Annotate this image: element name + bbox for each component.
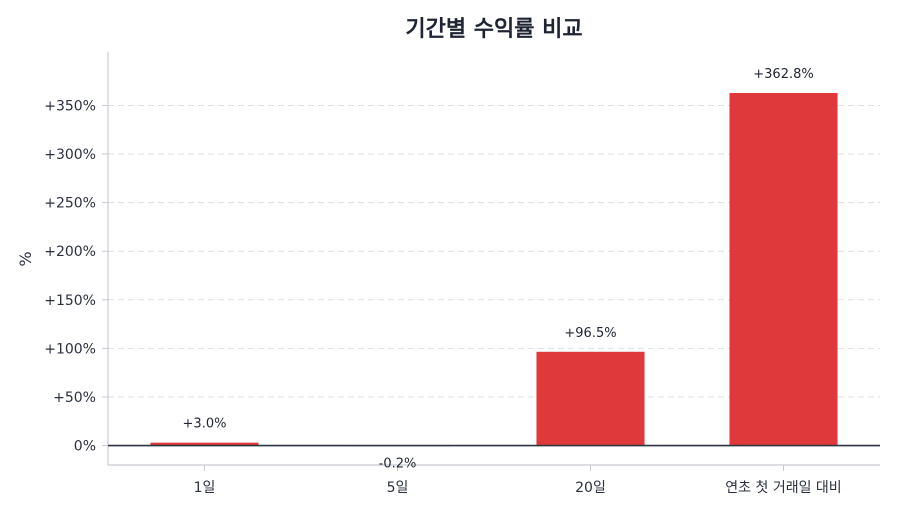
bar <box>150 442 259 446</box>
x-tick-label: 5일 <box>387 480 409 496</box>
data-labels: +3.0% -0.2% +96.5% +362.8% <box>183 67 814 472</box>
y-tick-label: +300% <box>44 147 96 163</box>
data-label: +362.8% <box>753 67 813 82</box>
y-tick-label: +150% <box>44 293 96 309</box>
bars <box>150 93 838 447</box>
x-tick-label: 1일 <box>194 480 216 496</box>
x-tick-labels: 1일 5일 20일 연초 첫 거래일 대비 <box>194 480 842 496</box>
data-label: +3.0% <box>183 417 227 432</box>
data-label: -0.2% <box>379 457 417 472</box>
x-tick-label: 연초 첫 거래일 대비 <box>725 480 841 496</box>
y-tick-labels: 0% +50% +100% +150% +200% +250% +300% +350% <box>44 98 96 454</box>
bar <box>536 351 645 446</box>
y-tick-label: +250% <box>44 196 96 212</box>
bar <box>729 93 838 446</box>
data-label: +96.5% <box>564 326 616 341</box>
x-tick-label: 20일 <box>575 480 606 496</box>
y-tick-label: +100% <box>44 341 96 357</box>
axes <box>102 52 880 471</box>
y-tick-label: +200% <box>44 244 96 260</box>
y-tick-label: +350% <box>44 98 96 114</box>
chart-title: 기간별 수익률 비교 <box>405 17 582 42</box>
y-tick-label: 0% <box>74 439 96 455</box>
y-axis-label: % <box>16 251 35 266</box>
y-tick-label: +50% <box>53 390 96 406</box>
